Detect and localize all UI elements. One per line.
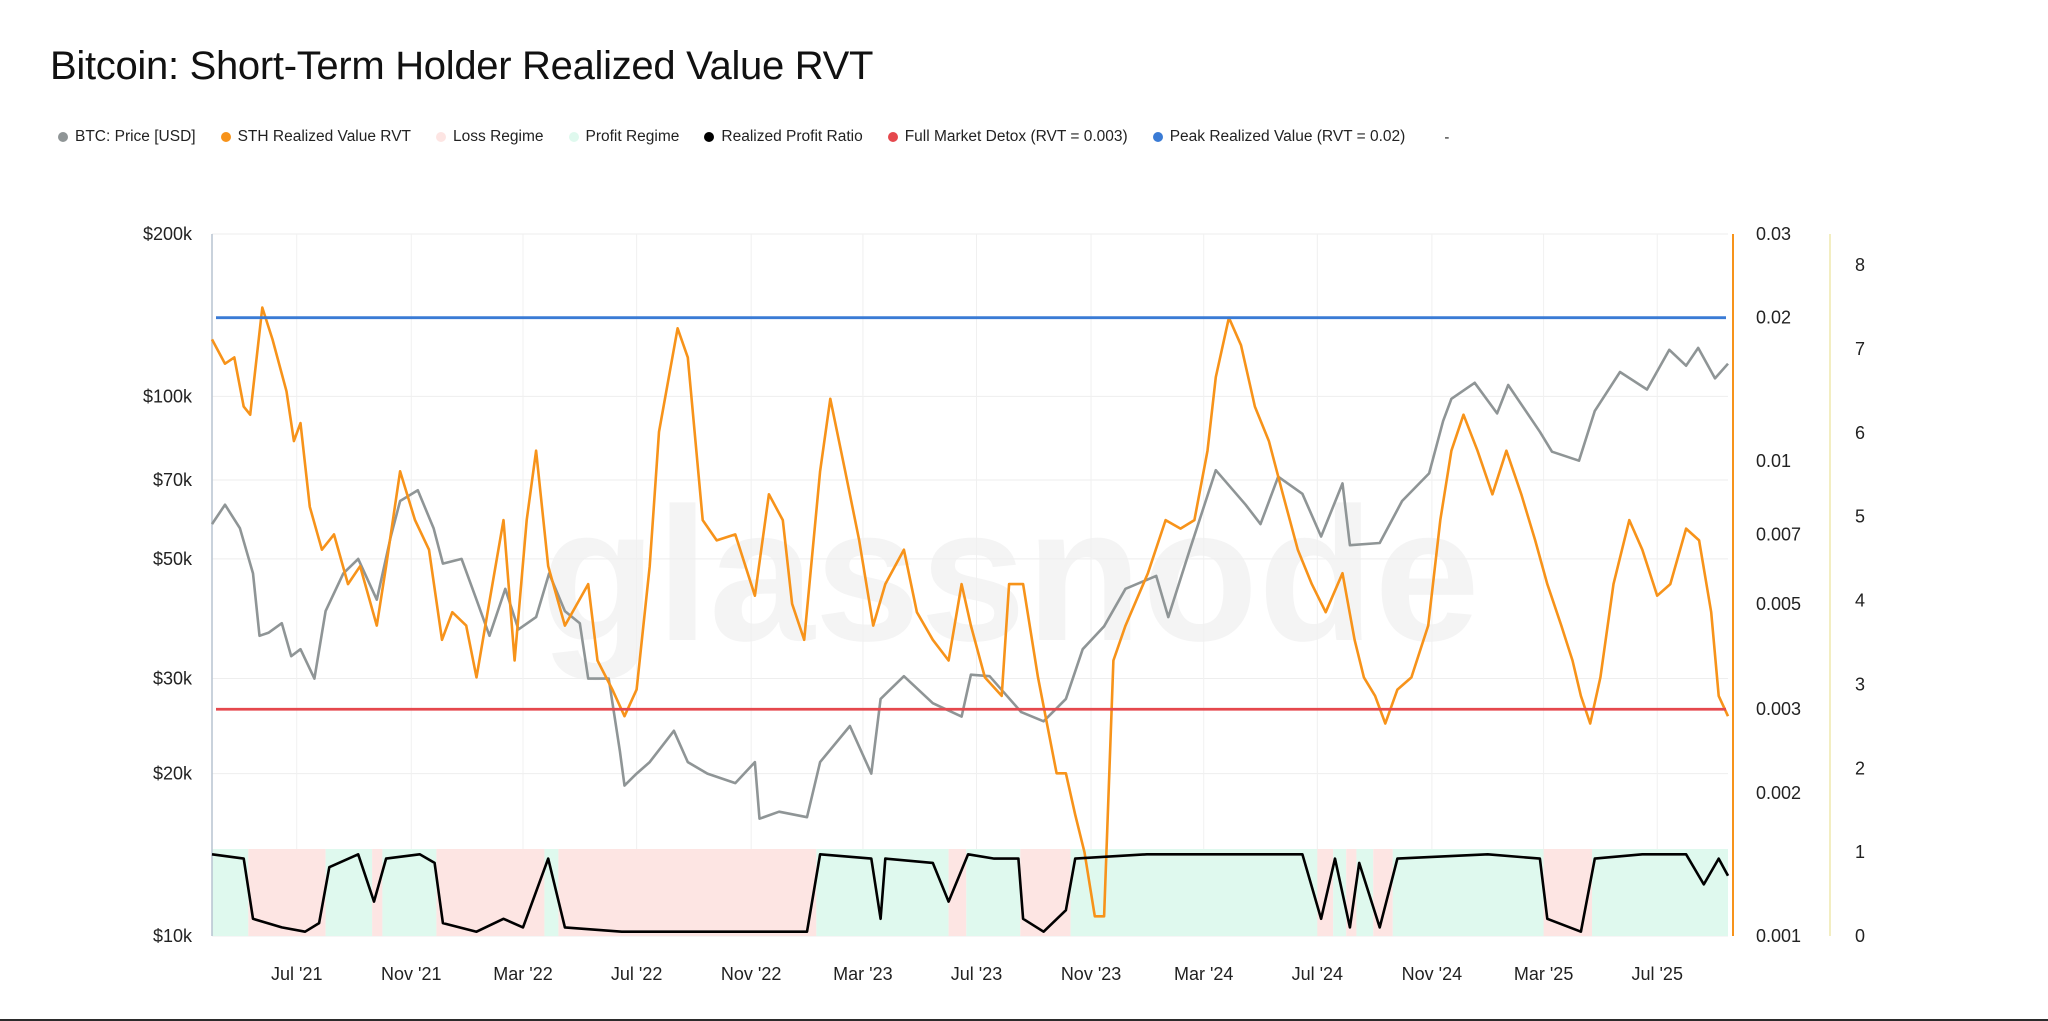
x-axis-tick-label: Mar '22 <box>493 964 552 984</box>
legend-item[interactable]: STH Realized Value RVT <box>220 128 412 146</box>
legend-trailing-dash: - <box>1444 128 1450 146</box>
legend-label: Loss Regime <box>453 128 544 145</box>
profit-regime-band <box>966 849 1021 936</box>
legend-label: STH Realized Value RVT <box>237 128 412 145</box>
price-axis-tick-label: $200k <box>143 224 193 244</box>
legend-marker-icon <box>220 132 231 142</box>
ratio-axis-tick-label: 8 <box>1855 255 1865 275</box>
profit-regime-band <box>212 849 249 936</box>
legend-marker-icon <box>58 132 68 142</box>
x-axis-tick-label: Mar '25 <box>1514 964 1573 984</box>
price-axis-tick-label: $30k <box>153 669 193 689</box>
legend-marker-icon <box>887 132 898 142</box>
legend-marker-icon <box>568 132 579 142</box>
legend-label: Peak Realized Value (RVT = 0.02) <box>1169 128 1406 145</box>
rvt-axis-tick-label: 0.003 <box>1756 699 1801 719</box>
ratio-axis-tick-label: 6 <box>1855 423 1865 443</box>
x-axis-tick-label: Nov '24 <box>1402 964 1462 984</box>
ratio-axis-tick-label: 0 <box>1855 926 1865 946</box>
rvt-axis-tick-label: 0.02 <box>1756 308 1791 328</box>
x-axis-tick-label: Jul '22 <box>611 964 662 984</box>
btc-price-series <box>210 346 1729 820</box>
loss-regime-band <box>1317 849 1334 936</box>
price-axis-tick-label: $70k <box>153 470 193 490</box>
price-axis-tick-label: $50k <box>153 549 193 569</box>
profit-regime-band <box>382 849 437 936</box>
rvt-axis-tick-label: 0.03 <box>1756 224 1791 244</box>
loss-regime-band <box>1543 849 1593 936</box>
ratio-axis-tick-label: 1 <box>1855 842 1865 862</box>
sth-rvt-series <box>210 306 1730 918</box>
loss-regime-band <box>1373 849 1393 936</box>
watermark-text: glassnode <box>540 469 1480 681</box>
rvt-axis-tick-label: 0.005 <box>1756 594 1801 614</box>
loss-regime-band <box>558 849 817 936</box>
loss-regime-band <box>436 849 545 936</box>
realized-profit-ratio-series <box>211 853 1730 933</box>
rvt-axis-tick-label: 0.002 <box>1756 783 1801 803</box>
price-axis-tick-label: $10k <box>153 926 193 946</box>
legend-item[interactable]: Peak Realized Value (RVT = 0.02) <box>1152 128 1406 146</box>
x-axis-tick-label: Jul '25 <box>1631 964 1682 984</box>
profit-regime-band <box>544 849 559 936</box>
x-axis-tick-label: Nov '23 <box>1061 964 1121 984</box>
rvt-axis-tick-label: 0.01 <box>1756 451 1791 471</box>
x-axis-tick-label: Jul '24 <box>1292 964 1343 984</box>
x-axis-tick-label: Jul '21 <box>271 964 322 984</box>
ratio-axis-tick-label: 4 <box>1855 591 1865 611</box>
ratio-axis-tick-label: 5 <box>1855 507 1865 527</box>
rvt-axis-tick-label: 0.007 <box>1756 524 1801 544</box>
page-title: Bitcoin: Short-Term Holder Realized Valu… <box>50 44 874 88</box>
legend-label: Profit Regime <box>585 128 680 145</box>
legend-label: Full Market Detox (RVT = 0.003) <box>904 128 1128 145</box>
profit-regime-band <box>325 849 373 936</box>
x-axis-tick-label: Mar '24 <box>1174 964 1233 984</box>
ratio-axis-tick-label: 7 <box>1855 339 1865 359</box>
x-axis-tick-label: Nov '21 <box>381 964 441 984</box>
ratio-axis-tick-label: 3 <box>1855 674 1865 694</box>
legend-item[interactable]: Loss Regime <box>436 128 544 146</box>
legend-item[interactable]: Realized Profit Ratio <box>704 128 863 146</box>
legend-item[interactable]: Profit Regime <box>568 128 680 146</box>
x-axis-tick-label: Mar '23 <box>833 964 892 984</box>
price-axis-tick-label: $20k <box>153 764 193 784</box>
legend-item[interactable]: Full Market Detox (RVT = 0.003) <box>887 128 1128 146</box>
loss-regime-band <box>1346 849 1357 936</box>
x-axis-tick-label: Nov '22 <box>721 964 781 984</box>
legend-label: Realized Profit Ratio <box>721 128 863 145</box>
legend-item[interactable]: BTC: Price [USD] <box>58 128 196 146</box>
loss-regime-band <box>248 849 326 936</box>
legend-marker-icon <box>436 132 447 142</box>
profit-regime-band <box>1392 849 1544 936</box>
price-axis-tick-label: $100k <box>143 386 193 406</box>
x-axis-tick-label: Jul '23 <box>951 964 1002 984</box>
chart-legend: BTC: Price [USD] STH Realized Value RVT Lo… <box>58 128 1449 146</box>
rvt-axis-tick-label: 0.001 <box>1756 926 1801 946</box>
ratio-axis-tick-label: 2 <box>1855 758 1865 778</box>
profit-regime-band <box>1592 849 1728 936</box>
profit-regime-band <box>1070 849 1318 936</box>
legend-label: BTC: Price [USD] <box>75 128 196 145</box>
bottom-divider <box>0 1019 2048 1021</box>
legend-marker-icon <box>1152 132 1163 142</box>
legend-marker-icon <box>704 132 715 142</box>
